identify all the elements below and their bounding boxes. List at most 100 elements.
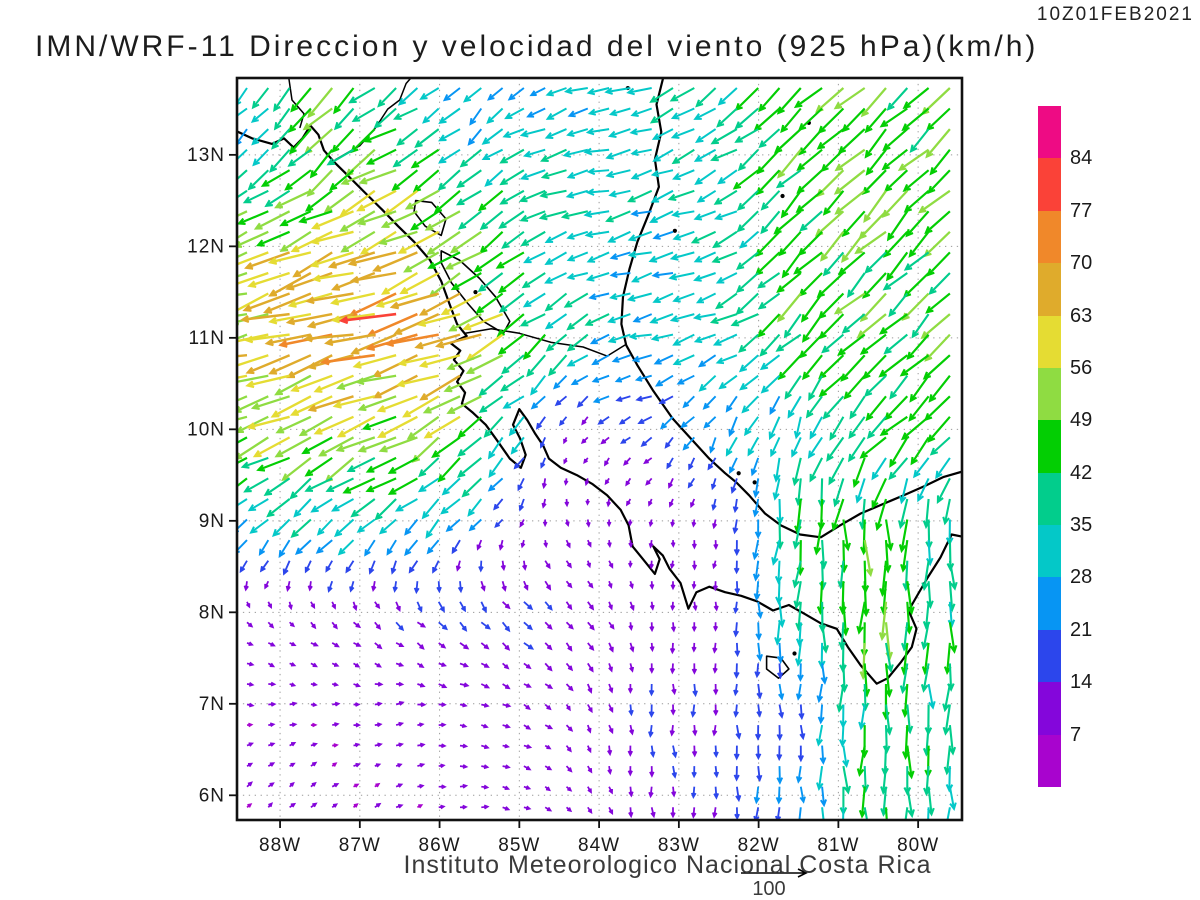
wind-arrow (481, 804, 490, 810)
wind-arrow (945, 766, 954, 793)
wind-arrow (604, 477, 610, 486)
wind-arrow (948, 724, 957, 756)
wind-arrow (287, 107, 312, 133)
wind-arrow (442, 87, 461, 102)
wind-arrow (756, 704, 763, 718)
wind-arrow (267, 802, 273, 808)
wind-arrow (795, 765, 803, 784)
wind-arrow (523, 703, 531, 711)
wind-arrow (693, 210, 716, 221)
wind-arrow (628, 622, 634, 632)
colorbar-segment (1038, 315, 1061, 369)
wind-arrow (756, 148, 781, 175)
wind-arrow (310, 601, 316, 610)
wind-arrow (820, 148, 845, 173)
wind-arrow (548, 354, 568, 377)
wind-arrow (899, 663, 909, 695)
wind-arrow (487, 436, 504, 460)
wind-arrow (238, 477, 248, 487)
wind-arrow (772, 478, 781, 501)
wind-arrow (588, 292, 610, 301)
wind-arrow (926, 251, 951, 277)
wind-arrow (267, 782, 275, 788)
wind-arrow (353, 662, 361, 668)
wind-arrow (693, 272, 716, 282)
wind-arrow (694, 128, 717, 143)
wind-arrow (640, 436, 653, 447)
wind-arrow (350, 128, 376, 154)
wind-arrow (605, 169, 631, 179)
wind-arrow (783, 313, 802, 339)
wind-arrow (563, 292, 589, 308)
wind-arrow (585, 498, 590, 506)
wind-arrow (603, 457, 610, 467)
wind-arrow (799, 786, 806, 804)
wind-arrow (361, 415, 397, 431)
lon-tick-label: 87W (339, 835, 381, 856)
wind-arrow (837, 251, 866, 276)
wind-arrow (353, 742, 361, 748)
wind-arrow (395, 701, 405, 706)
wind-arrow (502, 806, 511, 811)
wind-arrow (693, 107, 717, 120)
wind-arrow (831, 498, 845, 532)
wind-arrow (541, 478, 547, 490)
wind-arrow (709, 437, 717, 454)
wind-arrow (787, 395, 802, 419)
wind-arrow (306, 312, 354, 329)
wind-arrow (258, 539, 270, 557)
wind-arrow (834, 148, 866, 172)
wind-arrow (395, 374, 439, 388)
wind-arrow (734, 128, 759, 143)
wind-arrow (777, 354, 802, 381)
wind-arrow (606, 498, 612, 508)
wind-arrow (374, 642, 383, 650)
wind-arrow (712, 663, 718, 674)
wind-arrow (327, 580, 334, 593)
wind-arrow (426, 230, 461, 255)
wind-arrow (649, 210, 674, 223)
colorbar: 84 77 70 63 56 49 42 35 28 21 14 7 (1038, 106, 1092, 788)
wind-arrow (712, 333, 738, 346)
wind-arrow (775, 169, 802, 189)
wind-arrow (395, 763, 403, 768)
wind-arrow (480, 662, 490, 668)
wind-arrow (627, 250, 652, 259)
wind-arrow (238, 169, 248, 180)
wind-arrow (289, 682, 297, 687)
wind-arrow (591, 354, 610, 366)
wind-arrow (771, 539, 781, 566)
wind-arrow (304, 189, 333, 212)
wind-arrow (390, 560, 397, 575)
wind-arrow (289, 722, 298, 728)
wind-arrow (606, 519, 612, 528)
wind-arrow (542, 519, 548, 528)
wind-arrow (371, 581, 377, 593)
wind-arrow (920, 663, 930, 693)
wind-arrow (820, 663, 828, 685)
wind-arrow (444, 251, 482, 270)
wind-arrow (275, 415, 312, 434)
wind-arrow (946, 807, 951, 819)
wind-arrow (807, 436, 823, 459)
wind-arrow (800, 292, 823, 323)
wind-arrow (928, 272, 951, 296)
lat-tick-label: 9N (199, 511, 225, 532)
wind-arrow (882, 231, 909, 258)
wind-arrow (523, 621, 534, 631)
wind-arrow (461, 477, 483, 498)
wind-arrow (457, 436, 482, 457)
wind-arrow (816, 683, 824, 704)
wind-arrow (262, 292, 312, 314)
wind-arrow (456, 169, 482, 189)
wind-arrow (697, 354, 717, 368)
wind-arrow (884, 519, 894, 552)
wind-arrow (821, 622, 830, 654)
wind-arrow (757, 292, 781, 310)
wind-arrow (671, 210, 695, 218)
wind-arrow (629, 601, 635, 612)
wind-arrow (615, 395, 631, 403)
wind-arrow (580, 436, 589, 445)
wind-arrow (332, 743, 339, 748)
wind-arrow (840, 354, 866, 382)
